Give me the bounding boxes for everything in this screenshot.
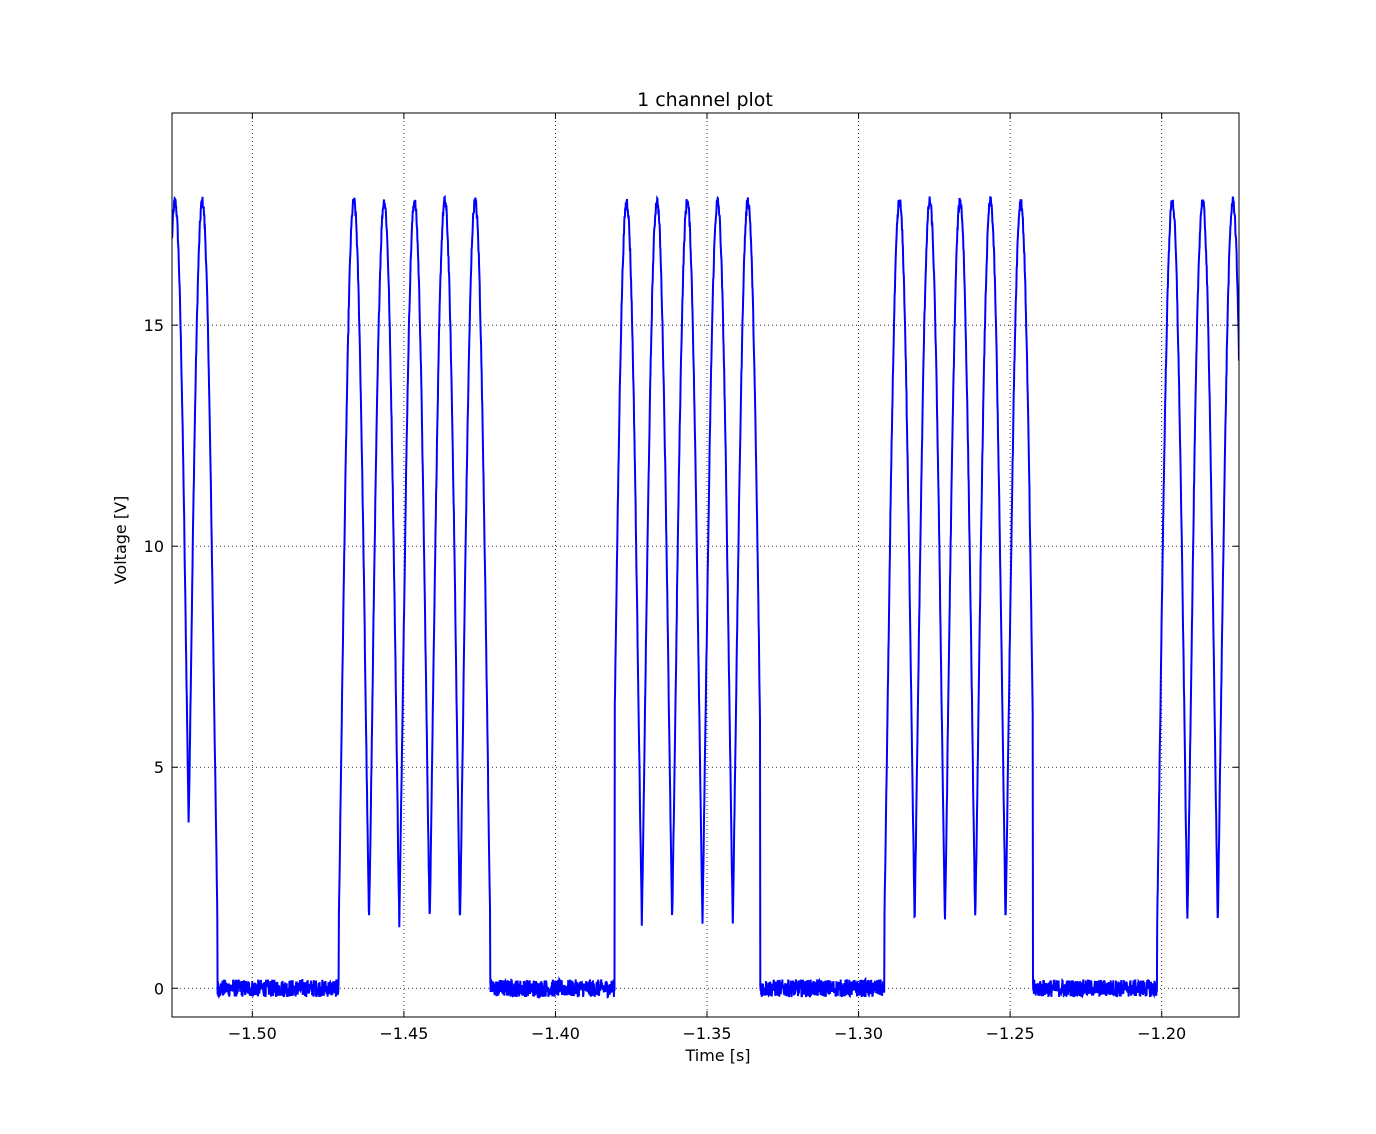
x-tick-label: −1.50: [228, 1024, 277, 1043]
pulse-peak-point: [928, 200, 932, 203]
pulse-peak-point: [716, 200, 719, 203]
x-axis-label: Time [s]: [684, 1046, 750, 1065]
voltage-trace: [172, 194, 1239, 1000]
x-tick-label: −1.35: [683, 1024, 732, 1043]
y-tick-label: 10: [144, 537, 164, 556]
x-tick-label: −1.20: [1137, 1024, 1186, 1043]
pulse-peak-point: [413, 200, 416, 203]
x-tick-label: −1.25: [986, 1024, 1035, 1043]
trace-layer: [172, 194, 1239, 1000]
y-axis-label: Voltage [V]: [111, 496, 130, 585]
pulse-peak-point: [898, 200, 901, 203]
y-tick-label: 5: [154, 758, 164, 777]
pulse-peak-point: [746, 200, 750, 203]
plot-frame: [171, 112, 1240, 1018]
pulse-peak-point: [989, 200, 992, 203]
pulse-peak-point: [686, 200, 689, 203]
y-tick-label: 15: [144, 316, 164, 335]
pulse-peak-point: [625, 200, 628, 203]
x-tick-label: −1.30: [834, 1024, 883, 1043]
y-tick-label: 0: [154, 979, 164, 998]
chart-title: 1 channel plot: [637, 89, 773, 111]
x-tick-label: −1.45: [379, 1024, 428, 1043]
x-tick-label: −1.40: [531, 1024, 580, 1043]
ticks: −1.50 −1.45 −1.40 −1.35 −1.30 −1.25 −1.20 0 5 10 1…: [144, 113, 1239, 1043]
pulse-peak-point: [1201, 200, 1204, 203]
pulse-peak-point: [201, 200, 204, 203]
pulse-peak-point: [173, 200, 177, 203]
pulse-peak-point: [382, 200, 386, 203]
pulse-peak-point: [1019, 200, 1022, 203]
pulse-peak-point: [473, 200, 477, 203]
pulse-peak-point: [1171, 200, 1174, 203]
pulse-peak-point: [443, 200, 447, 203]
pulse-peak-point: [1231, 200, 1235, 203]
pulse-peak-point: [655, 200, 659, 203]
pulse-peak-point: [352, 200, 356, 203]
pulse-peak-point: [958, 200, 962, 203]
